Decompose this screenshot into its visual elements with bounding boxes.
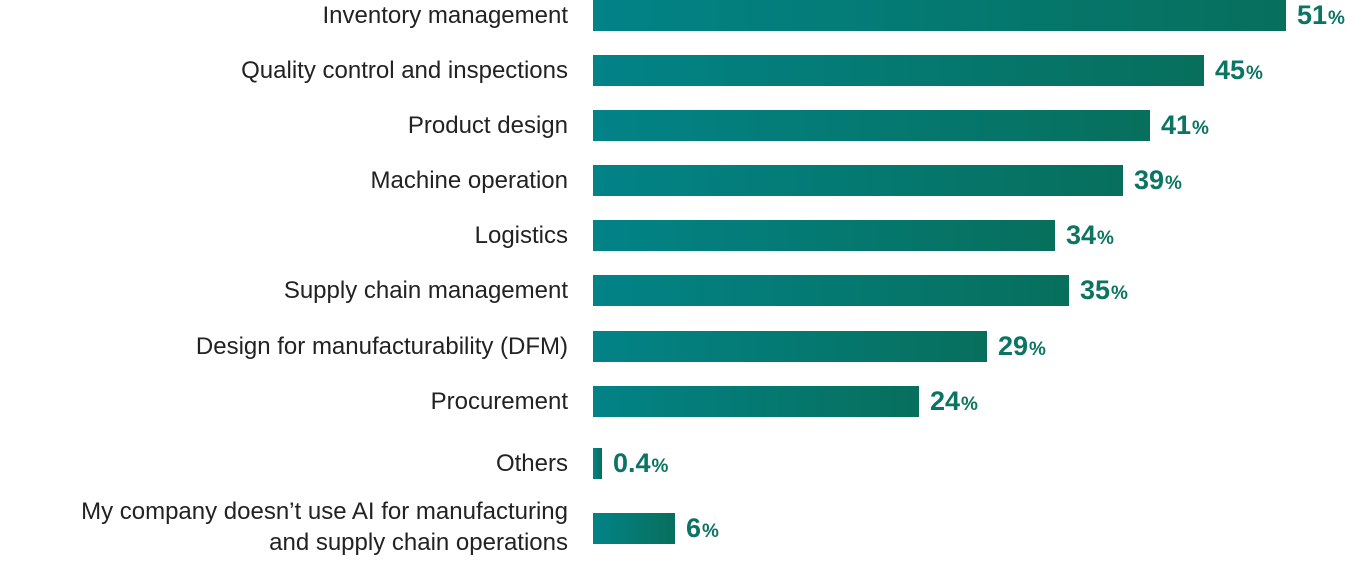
value-unit: % — [702, 521, 719, 542]
value-number: 39 — [1134, 165, 1165, 195]
category-label: Design for manufacturability (DFM) — [196, 331, 568, 362]
bar — [593, 275, 1069, 306]
value-unit: % — [1328, 8, 1345, 29]
category-label-line: Machine operation — [370, 167, 568, 194]
value-number: 34 — [1066, 220, 1097, 250]
value-unit: % — [1246, 63, 1263, 84]
value-unit: % — [1165, 173, 1182, 194]
value-unit: % — [1192, 118, 1209, 139]
bar — [593, 448, 602, 479]
category-label: Inventory management — [323, 0, 568, 31]
bar — [593, 55, 1204, 86]
category-label-line: Supply chain management — [283, 277, 568, 304]
value-unit: % — [961, 394, 978, 415]
value-label: 34% — [1066, 220, 1114, 251]
value-label: 0.4% — [613, 448, 668, 479]
value-label: 39% — [1134, 165, 1182, 196]
category-label-line: Procurement — [430, 388, 568, 415]
category-label: Machine operation — [371, 165, 568, 196]
value-label: 45% — [1215, 55, 1263, 86]
category-label: Quality control and inspections — [241, 55, 568, 86]
value-number: 6 — [686, 513, 702, 543]
category-label-line: and supply chain operations — [269, 528, 568, 556]
value-label: 6% — [686, 513, 719, 544]
bar — [593, 110, 1150, 141]
value-label: 35% — [1080, 275, 1128, 306]
bar — [593, 220, 1055, 251]
category-label: Supply chain management — [284, 275, 568, 306]
value-number: 24 — [930, 386, 961, 416]
bar — [593, 0, 1286, 31]
value-number: 51 — [1297, 0, 1328, 30]
category-label: My company doesn’t use AI for manufactur… — [81, 496, 568, 558]
value-label: 24% — [930, 386, 978, 417]
category-label-line: Product design — [407, 112, 568, 139]
category-label: Others — [496, 448, 568, 479]
category-label-line: Others — [495, 450, 568, 477]
category-label-line: Quality control and inspections — [241, 57, 568, 84]
category-label-line: Inventory management — [322, 2, 568, 29]
value-number: 0.4 — [613, 448, 651, 478]
value-unit: % — [1029, 339, 1046, 360]
value-label: 29% — [998, 331, 1046, 362]
bar — [593, 513, 675, 544]
category-label: Product design — [408, 110, 568, 141]
category-label-line: Logistics — [474, 222, 568, 249]
category-label: Procurement — [431, 386, 568, 417]
value-number: 41 — [1161, 110, 1192, 140]
bar — [593, 386, 919, 417]
value-number: 29 — [998, 331, 1029, 361]
value-number: 35 — [1080, 275, 1111, 305]
value-unit: % — [1097, 228, 1114, 249]
category-label-line: Design for manufacturability (DFM) — [195, 333, 568, 360]
value-number: 45 — [1215, 55, 1246, 85]
category-label-line: My company doesn’t use AI for manufactur… — [81, 497, 568, 525]
bar — [593, 165, 1123, 196]
value-label: 51% — [1297, 0, 1345, 31]
value-unit: % — [1111, 283, 1128, 304]
value-unit: % — [651, 456, 669, 477]
category-label: Logistics — [475, 220, 568, 251]
value-label: 41% — [1161, 110, 1209, 141]
bar — [593, 331, 987, 362]
